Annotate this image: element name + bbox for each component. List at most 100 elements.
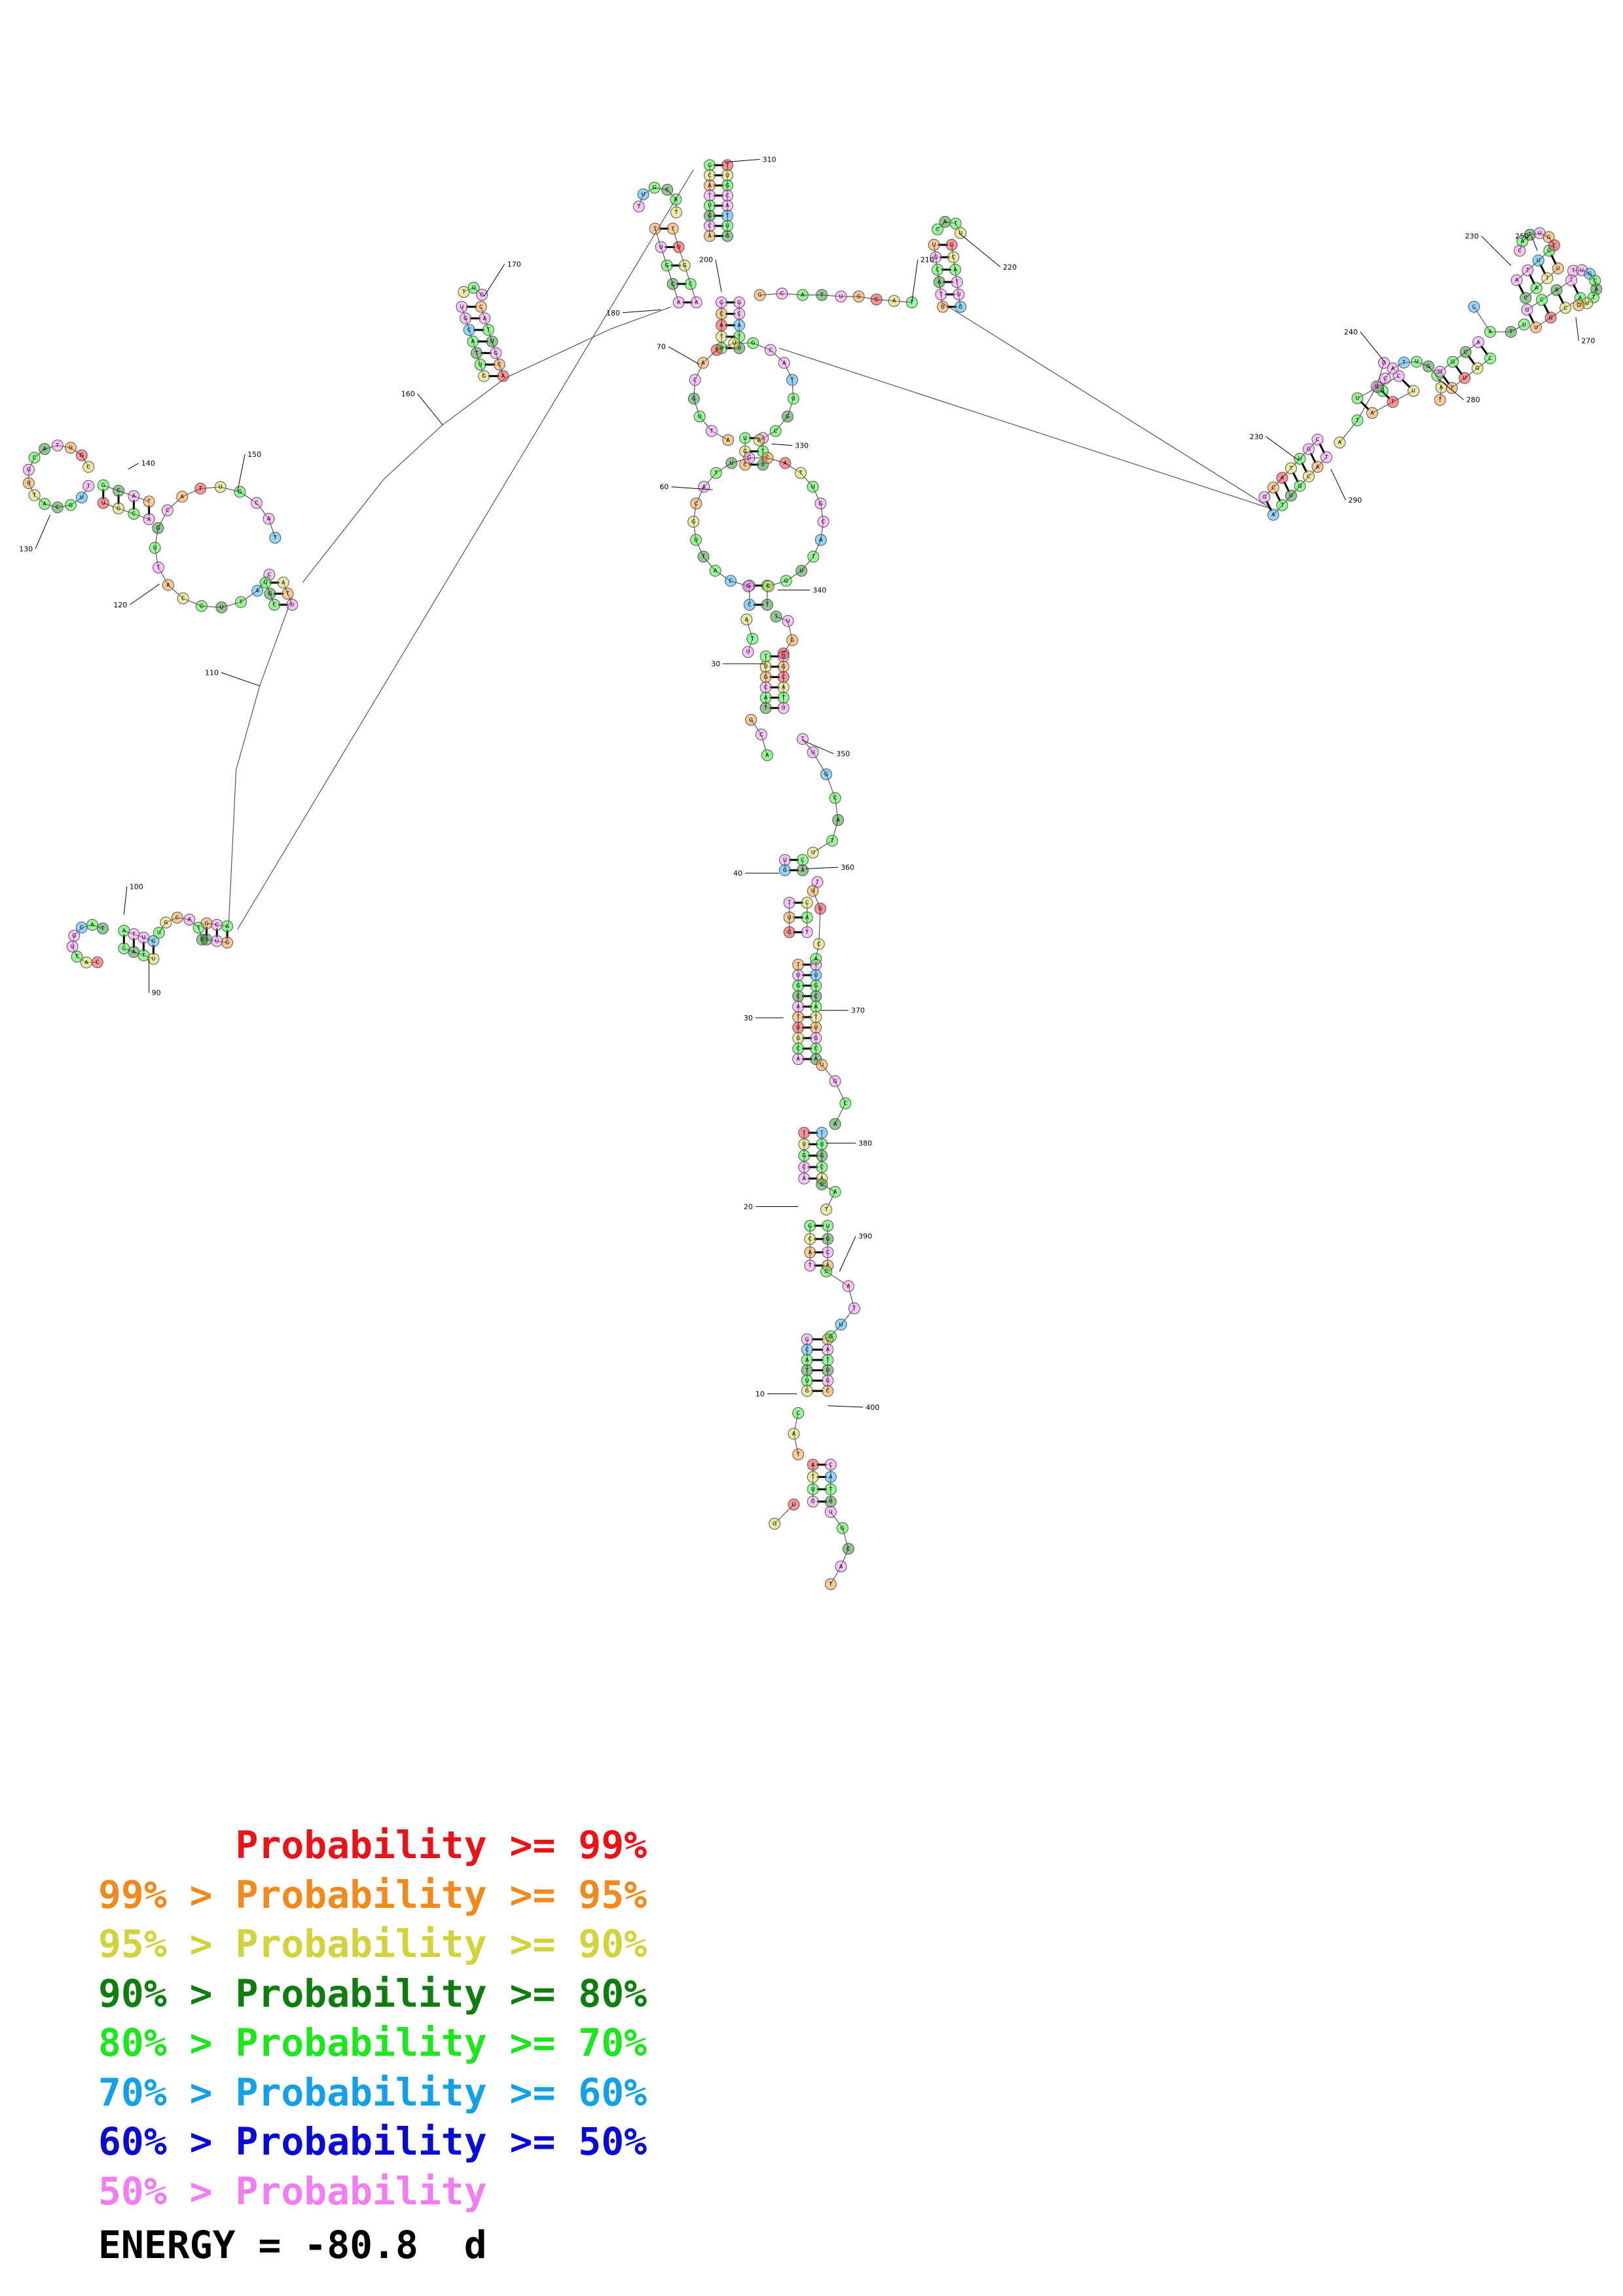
svg-text:T: T [156, 565, 160, 571]
nucleotide: G [1521, 304, 1533, 316]
nucleotide: G [810, 1032, 822, 1045]
svg-text:U: U [725, 172, 729, 178]
nucleotide: U [777, 702, 790, 714]
svg-text:G: G [802, 1153, 806, 1158]
svg-text:T: T [805, 1367, 809, 1373]
svg-text:C: C [814, 1046, 818, 1052]
svg-text:G: G [773, 1521, 776, 1527]
nucleotide: T [777, 691, 790, 704]
position-label: 10 [756, 1390, 765, 1399]
nucleotide: T [721, 209, 734, 222]
backbone-segment [695, 363, 704, 380]
svg-text:T: T [725, 162, 729, 168]
svg-text:T: T [802, 1130, 806, 1136]
nucleotide: U [1532, 255, 1544, 267]
nucleotide: A [1510, 274, 1523, 287]
nucleotide: U [97, 497, 109, 509]
nucleotide: T [801, 1364, 813, 1376]
base-pair-bond [1480, 345, 1489, 356]
nucleotide: T [649, 223, 661, 235]
nucleotide: G [661, 259, 673, 272]
backbone-segment [1510, 324, 1525, 332]
backbone-segment [240, 590, 258, 603]
svg-text:C: C [826, 1249, 830, 1255]
nucleotide: G [781, 410, 793, 423]
svg-text:U: U [792, 1501, 796, 1507]
nucleotide: G [478, 370, 490, 382]
nucleotide: C [690, 497, 702, 510]
nucleotide: T [795, 467, 807, 479]
nucleotide: A [829, 1185, 841, 1198]
backbone-segment [1529, 232, 1540, 236]
backbone-segment [302, 479, 384, 583]
backbone-segment [693, 521, 697, 540]
nucleotide: A [467, 335, 479, 348]
svg-text:G: G [949, 242, 953, 248]
nucleotide: T [137, 949, 150, 961]
nucleotide: T [697, 550, 710, 563]
svg-text:A: A [43, 501, 46, 507]
nucleotide: T [269, 531, 282, 544]
svg-text:T: T [1438, 397, 1442, 403]
svg-text:C: C [782, 651, 786, 656]
nucleotide: G [816, 1149, 828, 1162]
svg-text:U: U [826, 1223, 830, 1229]
backbone-segment [166, 917, 177, 924]
svg-text:A: A [782, 685, 786, 691]
svg-text:U: U [472, 285, 476, 291]
backbone-segment [155, 528, 159, 548]
nucleotide: G [778, 864, 791, 876]
backbone-segment [793, 1433, 799, 1455]
nucleotide: T [1398, 356, 1410, 368]
backbone-segment [155, 547, 159, 568]
nucleotide: C [733, 308, 746, 320]
svg-text:C: C [875, 296, 879, 302]
nucleotide: C [810, 990, 822, 1002]
nucleotide: C [931, 223, 943, 236]
svg-text:U: U [799, 567, 803, 573]
backbone-segment [812, 890, 821, 909]
nucleotide: U [655, 241, 667, 253]
svg-text:G: G [826, 1378, 830, 1384]
backbone-segment [731, 457, 750, 464]
nucleotide: U [757, 458, 769, 471]
nucleotide: A [1516, 235, 1529, 247]
svg-text:U: U [694, 537, 698, 543]
svg-text:C: C [796, 1410, 800, 1416]
svg-text:T: T [204, 937, 208, 942]
backbone-segment [221, 601, 242, 608]
svg-text:A: A [814, 1003, 818, 1009]
nucleotide: C [661, 183, 674, 196]
nucleotide: T [816, 1126, 828, 1139]
nucleotide: U [22, 477, 35, 490]
nucleotide: A [698, 480, 710, 493]
backbone-segment [666, 265, 674, 285]
nucleotide: T [1351, 414, 1364, 427]
svg-text:U: U [792, 396, 795, 402]
svg-text:A: A [802, 1175, 806, 1181]
svg-text:A: A [819, 537, 823, 543]
svg-text:C: C [498, 362, 501, 368]
svg-text:A: A [267, 516, 271, 522]
backbone-segment [941, 302, 1272, 510]
backbone-segment [481, 306, 485, 319]
svg-text:G: G [683, 262, 687, 268]
position-label: 210 [921, 256, 934, 264]
svg-text:C: C [1464, 349, 1468, 355]
backbone-segment [702, 350, 718, 363]
svg-text:G: G [725, 183, 729, 188]
nucleotide: A [761, 749, 773, 761]
rna-secondary-structure-diagram: GCATUGCATUGCATUGCATUGCATUGCATUGCATUGCATU… [19, 155, 1603, 1590]
backbone-segment [1281, 468, 1292, 478]
nucleotide: C [1468, 300, 1480, 313]
nucleotide: T [716, 331, 728, 343]
svg-text:C: C [936, 266, 939, 272]
backbone-segment [103, 502, 119, 509]
backbone-segment [678, 247, 685, 266]
base-pair-bond [1528, 274, 1536, 285]
backbone-segment [848, 1286, 855, 1309]
nucleotide: U [147, 952, 160, 965]
legend-prefix: 90% > [98, 1971, 236, 2016]
nucleotide: T [482, 324, 494, 336]
svg-text:T: T [799, 470, 803, 476]
